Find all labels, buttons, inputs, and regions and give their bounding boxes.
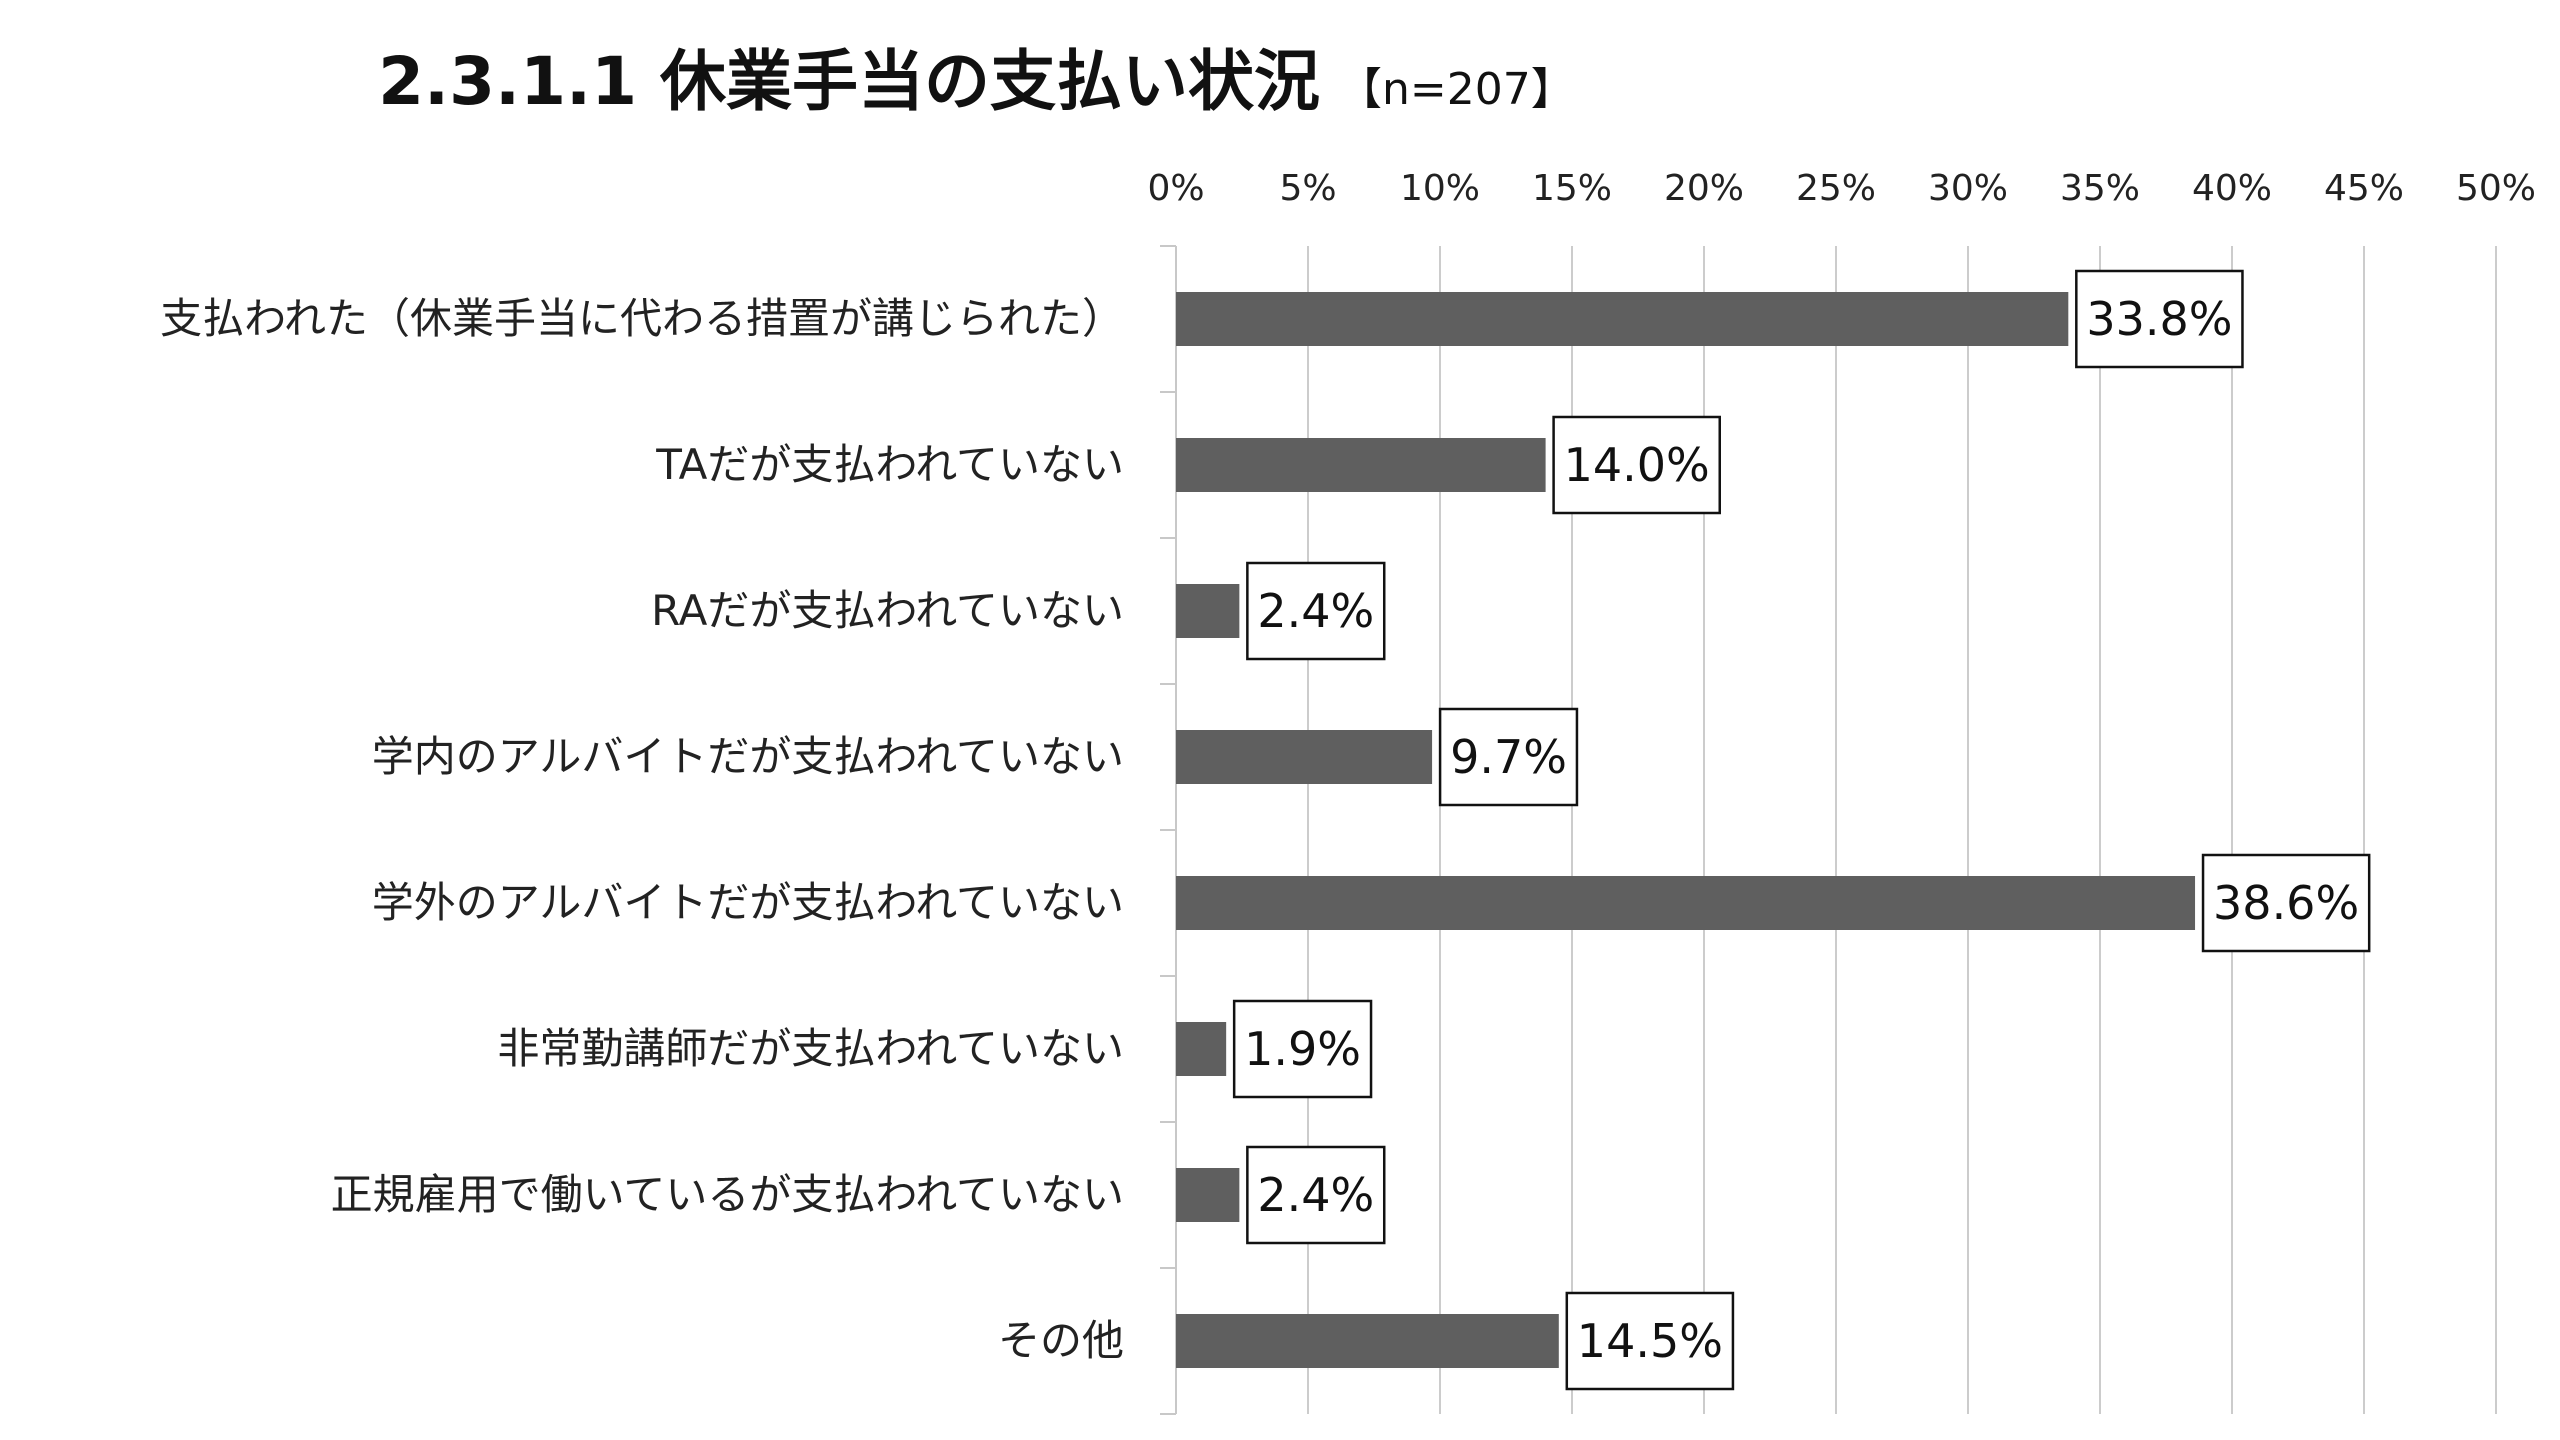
category-label: 正規雇用で働いているが支払われていない bbox=[331, 1170, 1124, 1219]
bar bbox=[1176, 1314, 1559, 1368]
gridlines bbox=[1307, 246, 2497, 1414]
category-label: TAだが支払われていない bbox=[655, 440, 1124, 489]
x-tick-label: 15% bbox=[1532, 168, 1612, 209]
category-label: 支払われた（休業手当に代わる措置が講じられた） bbox=[160, 294, 1124, 343]
data-label-text: 1.9% bbox=[1244, 1022, 1361, 1076]
data-label: 38.6% bbox=[2201, 853, 2371, 953]
data-label-box bbox=[1246, 561, 1386, 661]
bar bbox=[1176, 292, 2069, 346]
x-axis-ticks: 0% 5% 10% 15% 20% 25% 30% 35% 40% 45% 50% bbox=[1147, 168, 2536, 209]
chart-subtitle: 【n=207】 bbox=[1338, 64, 1575, 115]
data-labels: 33.8% 14.0% 2.4% 9.7% 38.6% 1.9% 2.4% 14.5% bbox=[1232, 269, 2371, 1391]
x-tick-label: 40% bbox=[2192, 168, 2272, 209]
x-tick-label: 0% bbox=[1147, 168, 1204, 209]
x-tick-label: 45% bbox=[2324, 168, 2404, 209]
data-label-box bbox=[1552, 415, 1721, 515]
data-label: 14.5% bbox=[1565, 1291, 1735, 1391]
category-label: 非常勤講師だが支払われていない bbox=[497, 1024, 1124, 1073]
data-label: 2.4% bbox=[1246, 561, 1386, 661]
bar bbox=[1176, 876, 2196, 930]
chart-title: 2.3.1.1 休業手当の支払い状況 bbox=[378, 43, 1320, 120]
data-label: 2.4% bbox=[1246, 1145, 1386, 1245]
bar bbox=[1176, 438, 1546, 492]
data-label: 14.0% bbox=[1552, 415, 1721, 515]
data-label-box bbox=[2201, 853, 2371, 953]
bar bbox=[1176, 584, 1240, 638]
data-label-box bbox=[1232, 999, 1373, 1099]
bar bbox=[1176, 1168, 1240, 1222]
x-tick-label: 35% bbox=[2060, 168, 2140, 209]
data-label-text: 9.7% bbox=[1450, 730, 1567, 784]
bar bbox=[1176, 730, 1433, 784]
bar bbox=[1176, 1022, 1227, 1076]
x-tick-label: 5% bbox=[1279, 168, 1336, 209]
category-label: 学外のアルバイトだが支払われていない bbox=[372, 878, 1124, 927]
data-label: 9.7% bbox=[1438, 707, 1579, 807]
category-labels: 支払われた（休業手当に代わる措置が講じられた） TAだが支払われていない RAだが支… bbox=[160, 294, 1124, 1365]
category-axis bbox=[1160, 245, 1177, 1415]
x-tick-label: 30% bbox=[1928, 168, 2008, 209]
data-label: 1.9% bbox=[1232, 999, 1373, 1099]
data-label-box bbox=[1565, 1291, 1735, 1391]
data-label-text: 38.6% bbox=[2213, 876, 2359, 930]
data-label: 33.8% bbox=[2075, 269, 2244, 369]
data-label-box bbox=[1438, 707, 1579, 807]
data-label-text: 14.0% bbox=[1564, 438, 1710, 492]
x-tick-label: 50% bbox=[2456, 168, 2536, 209]
category-label: 学内のアルバイトだが支払われていない bbox=[372, 732, 1124, 781]
data-label-text: 2.4% bbox=[1257, 584, 1374, 638]
category-label: RAだが支払われていない bbox=[651, 586, 1124, 635]
data-label-text: 33.8% bbox=[2086, 292, 2232, 346]
bars bbox=[1176, 292, 2196, 1368]
data-label-text: 14.5% bbox=[1577, 1314, 1723, 1368]
x-tick-label: 20% bbox=[1664, 168, 1744, 209]
data-label-box bbox=[1246, 1145, 1386, 1245]
data-label-box bbox=[2075, 269, 2244, 369]
category-label: その他 bbox=[998, 1316, 1124, 1365]
x-tick-label: 10% bbox=[1400, 168, 1480, 209]
x-tick-label: 25% bbox=[1796, 168, 1876, 209]
data-label-text: 2.4% bbox=[1257, 1168, 1374, 1222]
